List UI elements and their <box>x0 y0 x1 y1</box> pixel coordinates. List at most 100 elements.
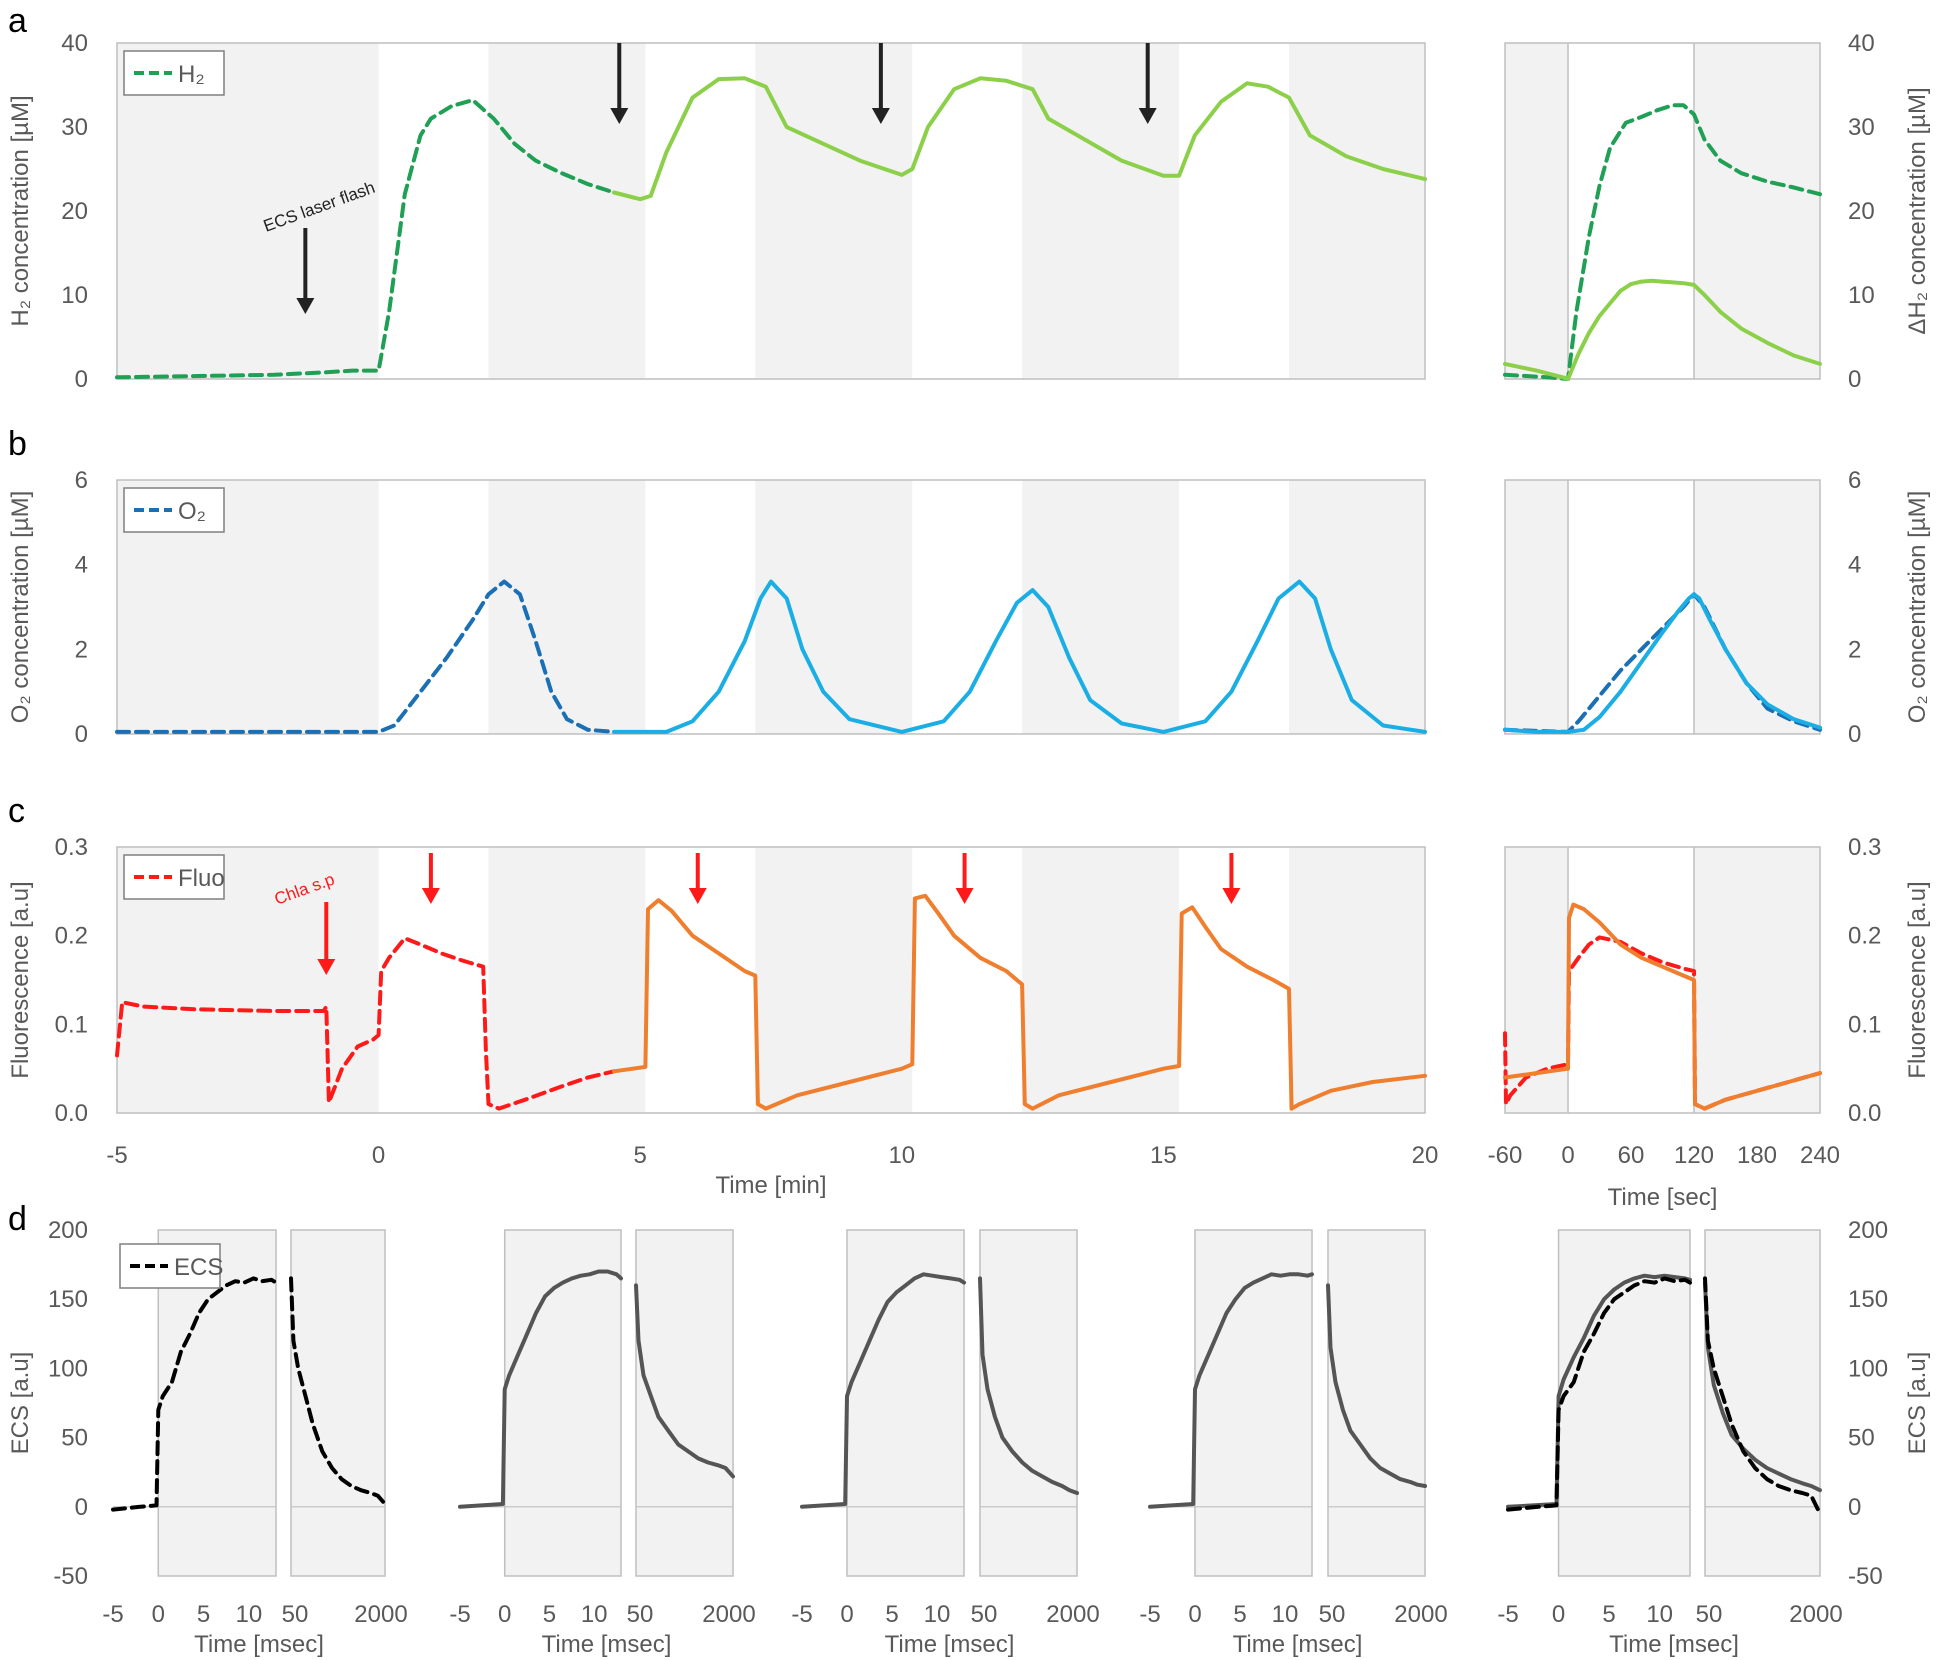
panel-a-ytick-left: 40 <box>61 30 88 57</box>
panel-c-frame <box>116 846 1426 1114</box>
panel-d-plot-0-rise-tick: 5 <box>197 1601 210 1628</box>
panel-d-plot-2-decay-frame <box>979 1229 1078 1577</box>
panel-d-plot-0-xlabel: Time [msec] <box>194 1631 324 1658</box>
panel-letter-c: c <box>8 792 25 830</box>
panel-d-plot-1-rise-shade <box>504 1230 621 1576</box>
panel-c-ytick-left: 0.1 <box>55 1011 88 1038</box>
inset-time-axis-tick: 60 <box>1618 1142 1645 1169</box>
panel-a-inset-frame <box>1504 42 1821 380</box>
panel-b-light-period-0 <box>378 480 489 734</box>
panel-d-plot-3-series-0-rise <box>1148 1272 1314 1509</box>
panel-d-plot-0-series-0-decay <box>289 1276 387 1506</box>
panel-d-plot-4-series-0-rise <box>1506 1273 1692 1509</box>
panel-d-plot-2-decay-tick: 2000 <box>1046 1601 1099 1628</box>
panel-letter-b: b <box>8 425 27 463</box>
panel-b-ytick-right: 6 <box>1848 467 1861 494</box>
panel-c-arrow-chla-head <box>317 959 336 975</box>
panel-c-light-period-1 <box>645 847 756 1113</box>
panel-d-plot-0-decay-frame <box>290 1229 386 1577</box>
panel-d-legend-label: ECS <box>174 1254 223 1281</box>
panel-d-plot-1-xlabel: Time [msec] <box>542 1631 672 1658</box>
time-axis-label: Time [min] <box>715 1172 826 1199</box>
panel-a-inset-light-period <box>1568 43 1694 379</box>
time-axis-tick: -5 <box>106 1142 127 1169</box>
panel-c-light-period-0 <box>378 847 489 1113</box>
panel-a-ytick-right: 40 <box>1848 30 1875 57</box>
panel-d-ytick-left: -50 <box>53 1563 88 1590</box>
panel-d-ytick-left: 100 <box>48 1355 88 1382</box>
panel-a-inset-series-0 <box>1503 103 1822 381</box>
panel-d-plot-2-decay-shade <box>980 1230 1077 1576</box>
panel-d-plot-2-rise-tick: 5 <box>885 1601 898 1628</box>
panel-d-ytick-left: 150 <box>48 1286 88 1313</box>
panel-d-plot-1-rise-tick: -5 <box>449 1601 470 1628</box>
panel-d-ylabel: ECS [a.u] <box>7 1352 34 1455</box>
panel-d-ytick-right: -50 <box>1848 1563 1883 1590</box>
panel-d-ytick-left: 50 <box>61 1425 88 1452</box>
panel-d-plot-3-series-0-decay <box>1326 1283 1427 1488</box>
panel-d-plot-0-rise-tick: -5 <box>102 1601 123 1628</box>
panel-d-plot-2-decay-tick: 50 <box>971 1601 998 1628</box>
panel-c-ytick-left: 0.2 <box>55 923 88 950</box>
panel-a-ylabel: H₂ concentration [µM] <box>7 95 34 326</box>
panel-d-plot-2-rise-tick: -5 <box>791 1601 812 1628</box>
panel-d-plot-0-decay-tick: 50 <box>282 1601 309 1628</box>
panel-c-arrow-3-head <box>955 888 974 904</box>
panel-b-ytick-right: 2 <box>1848 636 1861 663</box>
panel-b-ylabel-right: O₂ concentration [µM] <box>1904 491 1931 724</box>
panel-a-ytick-left: 30 <box>61 114 88 141</box>
panel-d-plot-3-xlabel: Time [msec] <box>1233 1631 1363 1658</box>
panel-d-plot-3-rise-tick: 10 <box>1272 1601 1299 1628</box>
panel-d-plot-4-rise-tick: -5 <box>1497 1601 1518 1628</box>
panel-d-ytick-right: 200 <box>1848 1217 1888 1244</box>
panel-d-plot-1-rise-tick: 10 <box>581 1601 608 1628</box>
panel-a-ytick-left: 10 <box>61 282 88 309</box>
panel-d-plot-4-rise-tick: 10 <box>1646 1601 1673 1628</box>
panel-d-plot-4-rise-tick: 0 <box>1552 1601 1565 1628</box>
panel-letter-a: a <box>8 2 27 40</box>
panel-a-ytick-right: 10 <box>1848 282 1875 309</box>
panel-letter-d: d <box>8 1200 27 1238</box>
panel-c-ytick-right: 0.1 <box>1848 1011 1881 1038</box>
time-axis-tick: 5 <box>634 1142 647 1169</box>
panel-b-ytick-right: 4 <box>1848 552 1861 579</box>
panel-d-plot-4-decay-frame <box>1704 1229 1821 1577</box>
panel-d-plot-4-rise-shade <box>1558 1230 1690 1576</box>
panel-b-frame <box>116 479 1426 735</box>
panel-b-ytick-left: 2 <box>75 636 88 663</box>
panel-d-plot-1-rise-tick: 0 <box>498 1601 511 1628</box>
panel-a-frame <box>116 42 1426 380</box>
inset-time-axis-tick: -60 <box>1488 1142 1523 1169</box>
panel-d-plot-4-series-1-rise <box>1506 1276 1692 1512</box>
panel-d-plot-3-rise-tick: 0 <box>1188 1601 1201 1628</box>
panel-d-plot-3-decay-shade <box>1328 1230 1425 1576</box>
panel-d-plot-3-rise-shade <box>1195 1230 1312 1576</box>
panel-d-plot-3-rise-tick: 5 <box>1233 1601 1246 1628</box>
panel-c-arrow-1-head <box>421 888 440 904</box>
panel-a-light-period-0 <box>378 43 489 379</box>
panel-c-ylabel-right: Fluorescence [a.u] <box>1904 881 1931 1078</box>
panel-d-ytick-right: 50 <box>1848 1425 1875 1452</box>
panel-d-ytick-right: 0 <box>1848 1494 1861 1521</box>
panel-d-plot-0-rise-tick: 0 <box>152 1601 165 1628</box>
panel-d-plot-2-series-0-rise <box>800 1272 966 1509</box>
panel-d-plot-0-decay-tick: 2000 <box>354 1601 407 1628</box>
panel-d-ytick-left: 200 <box>48 1217 88 1244</box>
panel-d-plot-2-rise-shade <box>847 1230 964 1576</box>
panel-a-ylabel-right: ΔH₂ concentration [µM] <box>1904 87 1931 334</box>
panel-a-ytick-left: 20 <box>61 198 88 225</box>
time-axis-tick: 20 <box>1412 1142 1439 1169</box>
panel-d-plot-1-rise-tick: 5 <box>543 1601 556 1628</box>
panel-d-plot-3-rise-tick: -5 <box>1139 1601 1160 1628</box>
panel-d-plot-0-series-0-rise <box>111 1276 278 1512</box>
panel-d-plot-1-decay-tick: 50 <box>627 1601 654 1628</box>
panel-a-arrow-1-head <box>610 108 629 124</box>
inset-time-axis-tick: 180 <box>1737 1142 1777 1169</box>
panel-a-series-1 <box>612 76 1427 202</box>
panel-b-inset-light-period <box>1568 480 1694 734</box>
panel-b-ytick-left: 0 <box>75 721 88 748</box>
panel-d-plot-1-series-0-decay <box>634 1283 735 1479</box>
panel-d-plot-4-rise-tick: 5 <box>1602 1601 1615 1628</box>
panel-d-plot-3-decay-frame <box>1327 1229 1426 1577</box>
time-axis-tick: 10 <box>888 1142 915 1169</box>
